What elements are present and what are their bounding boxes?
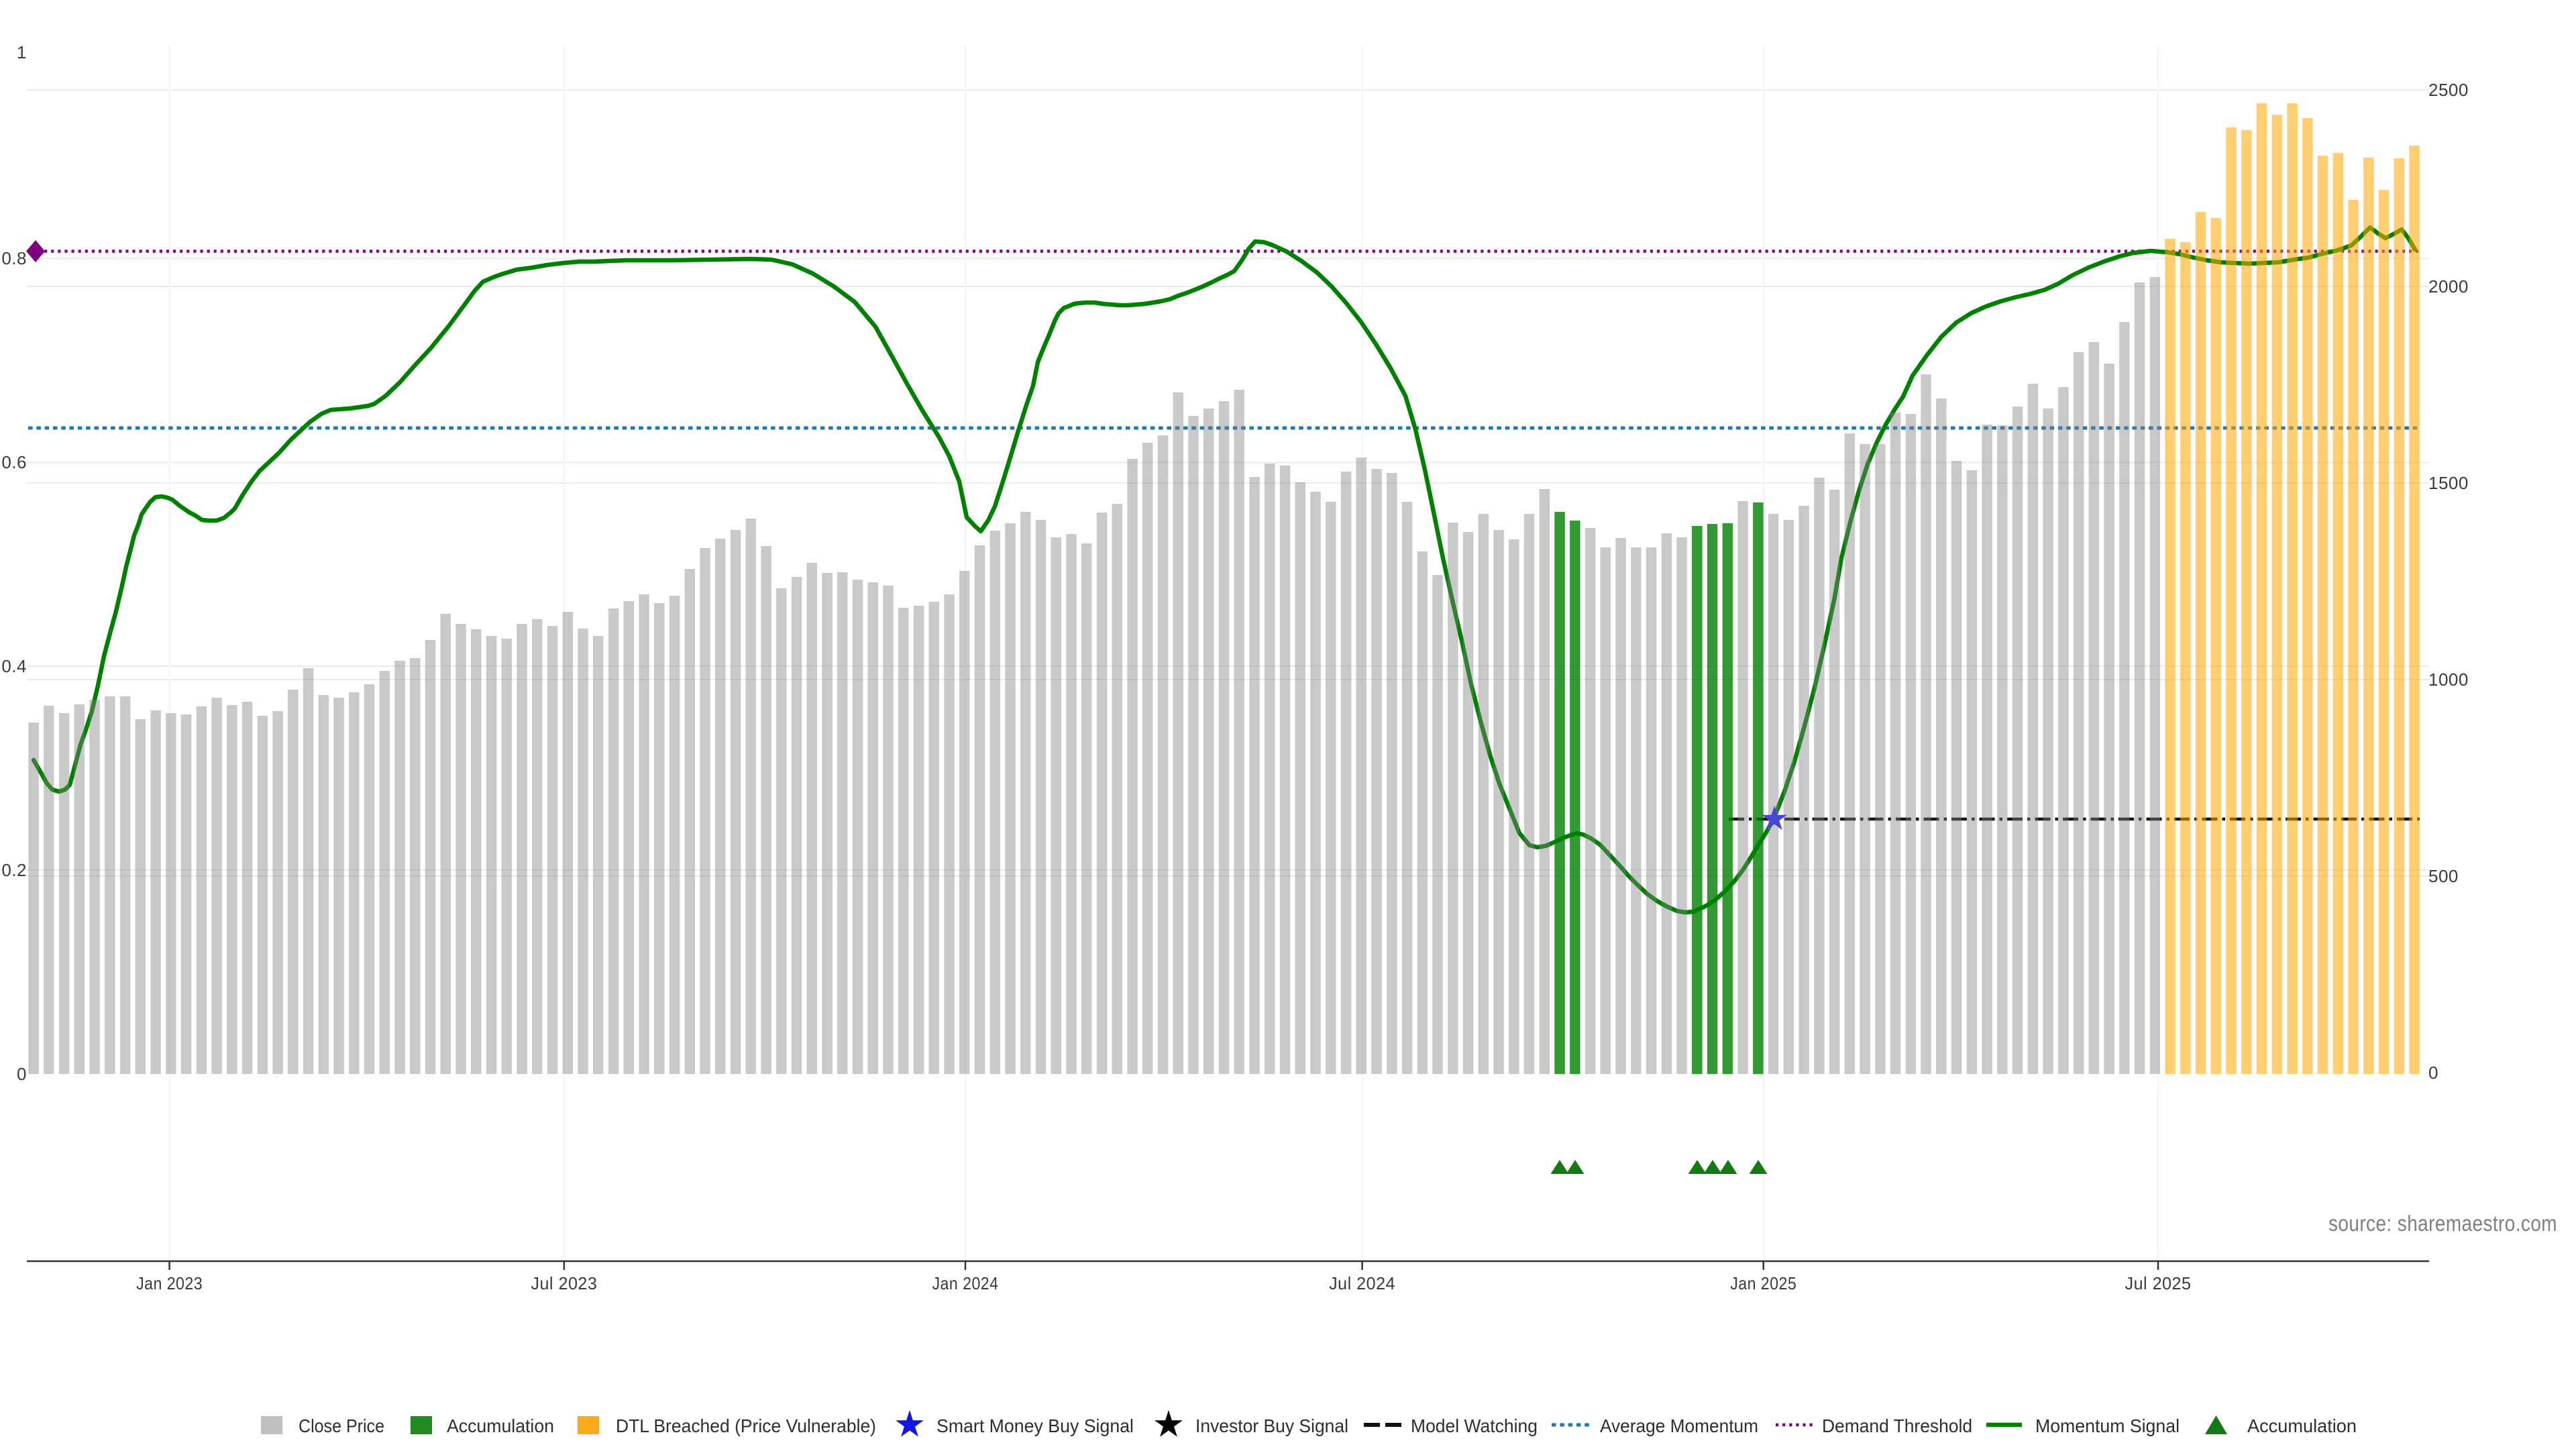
- svg-text:0.4: 0.4: [1, 656, 27, 676]
- svg-text:Average Momentum: Average Momentum: [1600, 1415, 1758, 1436]
- svg-text:0.6: 0.6: [1, 452, 27, 472]
- svg-text:Smart Money Buy Signal: Smart Money Buy Signal: [936, 1415, 1134, 1436]
- svg-text:Investor Buy Signal: Investor Buy Signal: [1195, 1415, 1348, 1436]
- svg-text:0: 0: [2428, 1063, 2438, 1083]
- svg-text:0: 0: [17, 1064, 27, 1084]
- svg-text:1500: 1500: [2428, 473, 2469, 493]
- svg-text:2000: 2000: [2428, 276, 2469, 297]
- svg-text:Close Price: Close Price: [299, 1415, 384, 1436]
- svg-text:source: sharemaestro.com: source: sharemaestro.com: [2328, 1211, 2557, 1236]
- svg-text:DTL Breached (Price Vulnerable: DTL Breached (Price Vulnerable): [616, 1415, 876, 1436]
- svg-text:Model Watching: Model Watching: [1411, 1415, 1538, 1436]
- svg-text:Jul 2024: Jul 2024: [1329, 1273, 1395, 1293]
- svg-text:1000: 1000: [2428, 669, 2469, 690]
- svg-text:Jan 2025: Jan 2025: [1730, 1273, 1796, 1293]
- svg-text:Momentum Signal: Momentum Signal: [2035, 1415, 2180, 1436]
- svg-text:0.8: 0.8: [1, 248, 27, 268]
- svg-text:Jan 2023: Jan 2023: [136, 1273, 203, 1293]
- svg-text:500: 500: [2428, 866, 2459, 886]
- svg-text:Jan 2024: Jan 2024: [932, 1273, 999, 1293]
- svg-text:Jul 2025: Jul 2025: [2125, 1273, 2192, 1293]
- svg-text:1: 1: [17, 42, 27, 62]
- svg-text:Accumulation: Accumulation: [447, 1415, 554, 1436]
- svg-text:0.2: 0.2: [1, 860, 27, 880]
- svg-text:Accumulation: Accumulation: [2247, 1415, 2357, 1436]
- svg-text:Jul 2023: Jul 2023: [531, 1273, 597, 1293]
- svg-text:2500: 2500: [2428, 80, 2469, 100]
- svg-text:Demand Threshold: Demand Threshold: [1822, 1415, 1972, 1436]
